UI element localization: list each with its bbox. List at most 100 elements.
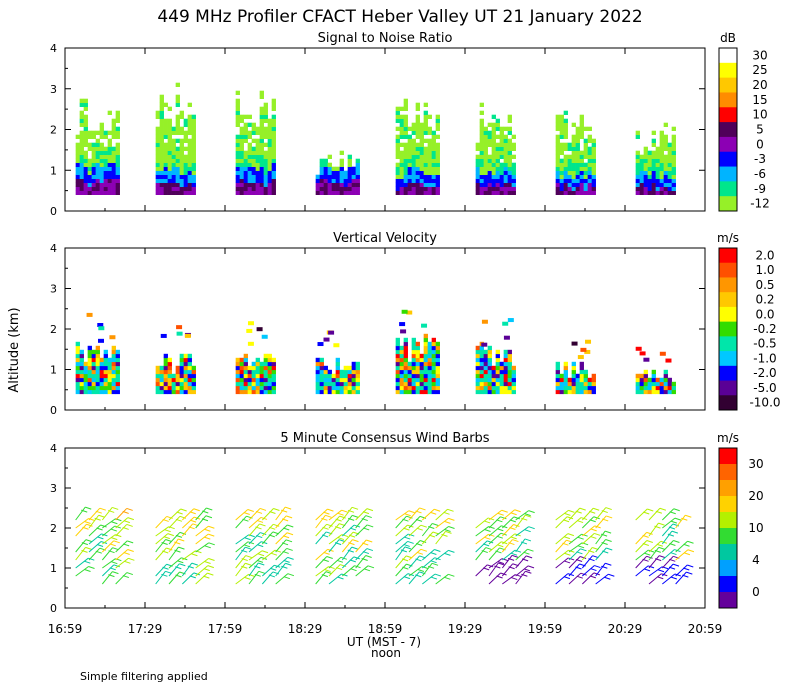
wind-barb-flag <box>419 540 427 543</box>
wind-barb-staff <box>101 540 115 553</box>
vv-cell <box>495 385 500 391</box>
vv-cell <box>503 361 508 367</box>
vv-cell <box>401 309 408 314</box>
snr-cell <box>243 122 248 127</box>
colorbar-2-label: 1.0 <box>755 263 774 277</box>
snr-cell <box>667 166 672 171</box>
snr-cell <box>671 134 676 139</box>
snr-cell <box>95 158 100 163</box>
snr-cell <box>559 186 564 191</box>
snr-cell <box>83 114 88 119</box>
snr-cell <box>655 174 660 179</box>
snr-cell <box>567 174 572 179</box>
snr-cell <box>667 190 672 195</box>
snr-cell <box>563 190 568 195</box>
snr-cell <box>111 162 116 167</box>
snr-cell <box>483 170 488 175</box>
snr-cell <box>271 158 276 163</box>
wind-barb-flag <box>113 564 120 568</box>
snr-cell <box>191 190 196 195</box>
vv-cell <box>159 389 164 395</box>
snr-cell <box>407 166 412 171</box>
wind-barb-staff <box>661 523 674 537</box>
snr-cell <box>267 130 272 135</box>
wind-barb-staff <box>235 534 250 545</box>
wind-barb-flag <box>514 549 522 553</box>
wind-barb-flag <box>415 558 422 562</box>
wind-barb-staff <box>155 563 167 577</box>
snr-cell <box>251 186 256 191</box>
snr-cell <box>487 130 492 135</box>
snr-cell <box>155 182 160 187</box>
vv-cell <box>563 361 568 367</box>
snr-cell <box>255 158 260 163</box>
snr-cell <box>323 162 328 167</box>
wind-barb-staff <box>315 523 327 537</box>
vv-cell <box>235 357 240 363</box>
snr-cell <box>99 158 104 163</box>
vv-cell <box>591 373 596 379</box>
vv-cell <box>111 357 116 363</box>
snr-cell <box>347 190 352 195</box>
snr-cell <box>243 174 248 179</box>
vv-cell <box>115 381 120 387</box>
snr-cell <box>559 190 564 195</box>
wind-barb-flag <box>176 511 183 515</box>
vv-cell <box>191 369 196 375</box>
snr-cell <box>503 178 508 183</box>
vv-cell <box>251 365 256 371</box>
vv-cell <box>111 377 116 383</box>
wind-barb-staff <box>488 516 501 529</box>
snr-cell <box>407 182 412 187</box>
snr-cell <box>591 178 596 183</box>
wind-barb-staff <box>408 566 423 577</box>
vv-cell <box>427 385 432 391</box>
vv-cell <box>635 389 640 395</box>
vv-cell <box>479 349 484 355</box>
vv-cell <box>403 385 408 391</box>
vv-cell <box>331 389 336 395</box>
snr-cell <box>659 154 664 159</box>
wind-barb-flag <box>448 573 455 577</box>
vv-cell <box>91 361 96 367</box>
vv-cell <box>415 345 420 351</box>
snr-cell <box>663 142 668 147</box>
snr-cell <box>243 170 248 175</box>
wind-barb-flag <box>589 510 596 514</box>
snr-cell <box>635 154 640 159</box>
snr-cell <box>487 186 492 191</box>
vv-cell <box>411 361 416 367</box>
snr-cell <box>87 170 92 175</box>
vv-cell <box>239 377 244 383</box>
wind-barb-staff <box>662 573 676 585</box>
colorbar-2-swatch <box>719 365 737 382</box>
snr-cell <box>115 142 120 147</box>
snr-cell <box>111 170 116 175</box>
snr-cell <box>327 186 332 191</box>
wind-barb-flag <box>590 528 597 532</box>
vv-cell <box>95 365 100 371</box>
vv-cell <box>591 385 596 391</box>
snr-cell <box>639 182 644 187</box>
snr-cell <box>555 142 560 147</box>
snr-cell <box>259 94 264 99</box>
wind-barb-staff <box>435 573 449 585</box>
snr-cell <box>235 110 240 115</box>
vv-cell <box>635 377 640 383</box>
x-tick-label: 17:29 <box>128 622 163 636</box>
snr-cell <box>563 126 568 131</box>
wind-barb-flag <box>281 518 289 522</box>
vv-cell <box>585 339 592 344</box>
snr-cell <box>99 146 104 151</box>
vv-cell <box>251 377 256 383</box>
wind-barb-flag <box>577 545 585 549</box>
snr-cell <box>263 126 268 131</box>
snr-cell <box>555 122 560 127</box>
wind-barb-flag <box>362 542 369 546</box>
wind-barb-staff <box>275 548 288 561</box>
vv-cell <box>591 381 596 387</box>
wind-barb-staff <box>75 506 86 521</box>
wind-barb-flag <box>648 549 655 553</box>
wind-barb-flag <box>646 555 653 559</box>
colorbar-3-label: 4 <box>752 553 760 567</box>
